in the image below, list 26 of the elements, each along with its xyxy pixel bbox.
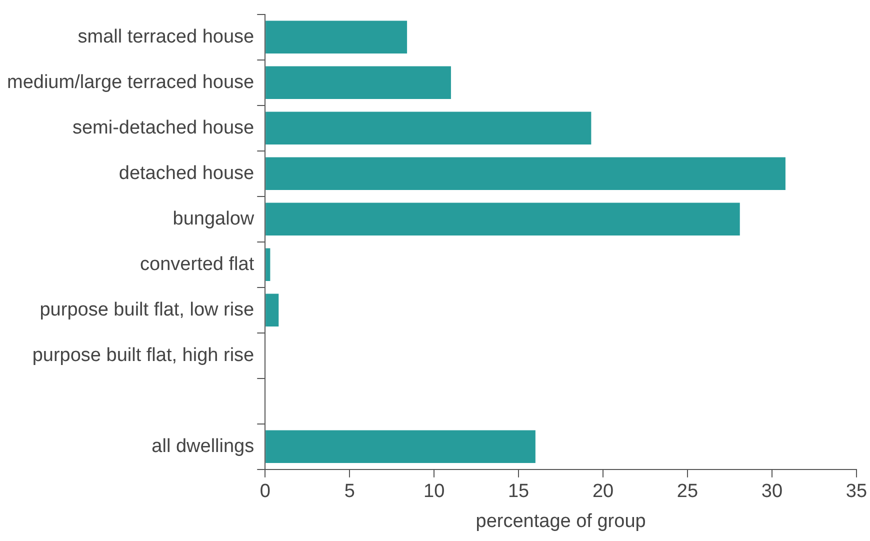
x-tick-label: 15 [508,481,530,502]
bar [266,294,279,327]
bar [266,66,451,100]
y-tick-label: converted flat [140,254,255,275]
bar [266,157,786,190]
x-tick-label: 35 [846,481,868,502]
bar [266,20,408,54]
y-tick-label: small terraced house [78,26,254,48]
bar [266,112,592,145]
x-tick-label: 30 [761,481,783,502]
y-tick-label: medium/large terraced house [6,72,254,93]
y-tick-label: all dwellings [152,436,254,457]
bar [266,430,536,464]
y-tick-label: purpose built flat, high rise [32,344,254,366]
y-tick-label: purpose built flat, low rise [40,299,254,320]
y-tick-label: detached house [118,162,254,184]
bar [266,248,270,282]
y-tick-label: bungalow [172,208,254,230]
x-tick-label: 5 [344,481,355,502]
bar [266,202,740,236]
x-tick-label: 20 [592,481,614,502]
y-tick-label: semi-detached house [72,117,254,138]
x-tick-label: 25 [676,481,698,502]
x-tick-label: 10 [424,481,445,502]
x-axis-title: percentage of group [476,510,646,532]
x-tick-label: 0 [260,481,270,502]
